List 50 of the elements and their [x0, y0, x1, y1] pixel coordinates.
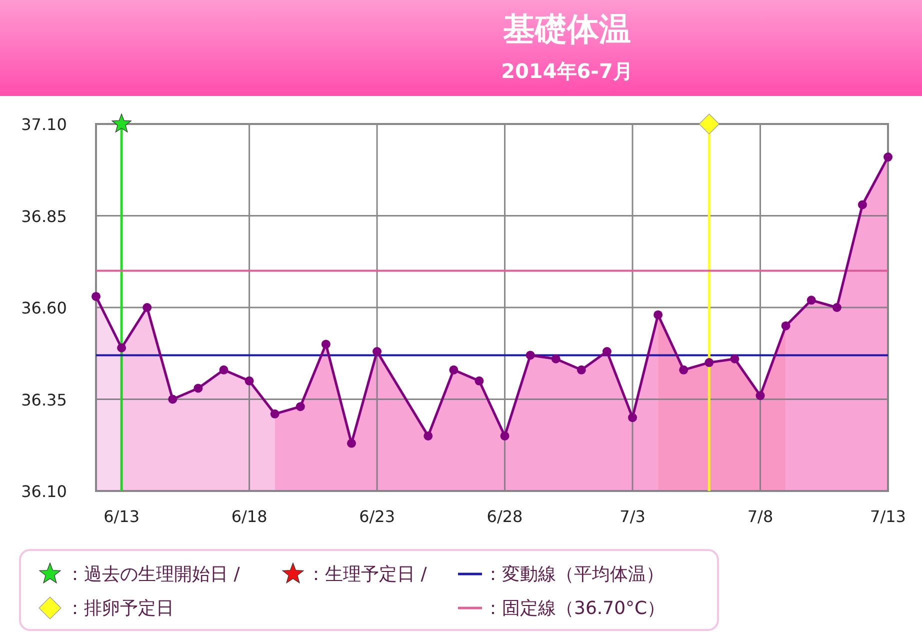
point: [679, 365, 688, 374]
legend-label: ：変動線（平均体温）: [484, 564, 664, 585]
point: [244, 376, 254, 386]
point: [628, 413, 638, 422]
x-tick-label: 7/8: [747, 507, 774, 526]
point: [526, 350, 535, 360]
x-tick-label: 6/18: [231, 507, 268, 526]
point: [576, 365, 586, 374]
point: [92, 292, 100, 301]
point: [781, 321, 790, 330]
x-tick-label: 6/23: [359, 507, 395, 526]
point: [372, 347, 382, 356]
point: [424, 431, 433, 440]
point: [858, 200, 867, 210]
point: [449, 365, 458, 374]
point: [168, 394, 178, 404]
chart-title: 基礎体温: [502, 10, 631, 48]
x-tick-label: 6/28: [486, 507, 523, 526]
legend-label: ：固定線（36.70°C）: [484, 598, 666, 619]
point: [500, 431, 510, 440]
point: [704, 358, 714, 368]
point: [806, 296, 816, 305]
y-tick-label: 36.60: [21, 298, 67, 318]
chart-subtitle: 2014年6-7月: [501, 59, 633, 83]
point: [832, 303, 842, 312]
point: [270, 409, 280, 418]
point: [730, 354, 740, 364]
point: [654, 310, 663, 320]
point: [194, 384, 203, 393]
y-tick-label: 36.85: [21, 206, 67, 226]
text: ：生理予定日 /: [307, 564, 427, 585]
y-tick-label: 36.10: [21, 482, 67, 501]
x-tick-label: 7/13: [870, 507, 906, 526]
point: [474, 376, 484, 386]
point: [602, 347, 612, 356]
y-tick-label: 36.35: [21, 390, 67, 410]
point: [756, 391, 765, 400]
point: [117, 343, 126, 352]
point: [296, 402, 305, 412]
point: [551, 354, 560, 364]
legend-label: ：過去の生理開始日 /: [66, 564, 241, 585]
point: [346, 438, 356, 448]
x-tick-label: 7/3: [620, 507, 646, 526]
legend-label: ：排卵予定日: [66, 598, 174, 619]
point: [142, 303, 152, 312]
point: [219, 365, 228, 374]
y-tick-label: 37.10: [21, 115, 67, 134]
point: [321, 340, 330, 349]
point: [884, 152, 892, 162]
x-tick-label: 6/13: [104, 507, 140, 526]
